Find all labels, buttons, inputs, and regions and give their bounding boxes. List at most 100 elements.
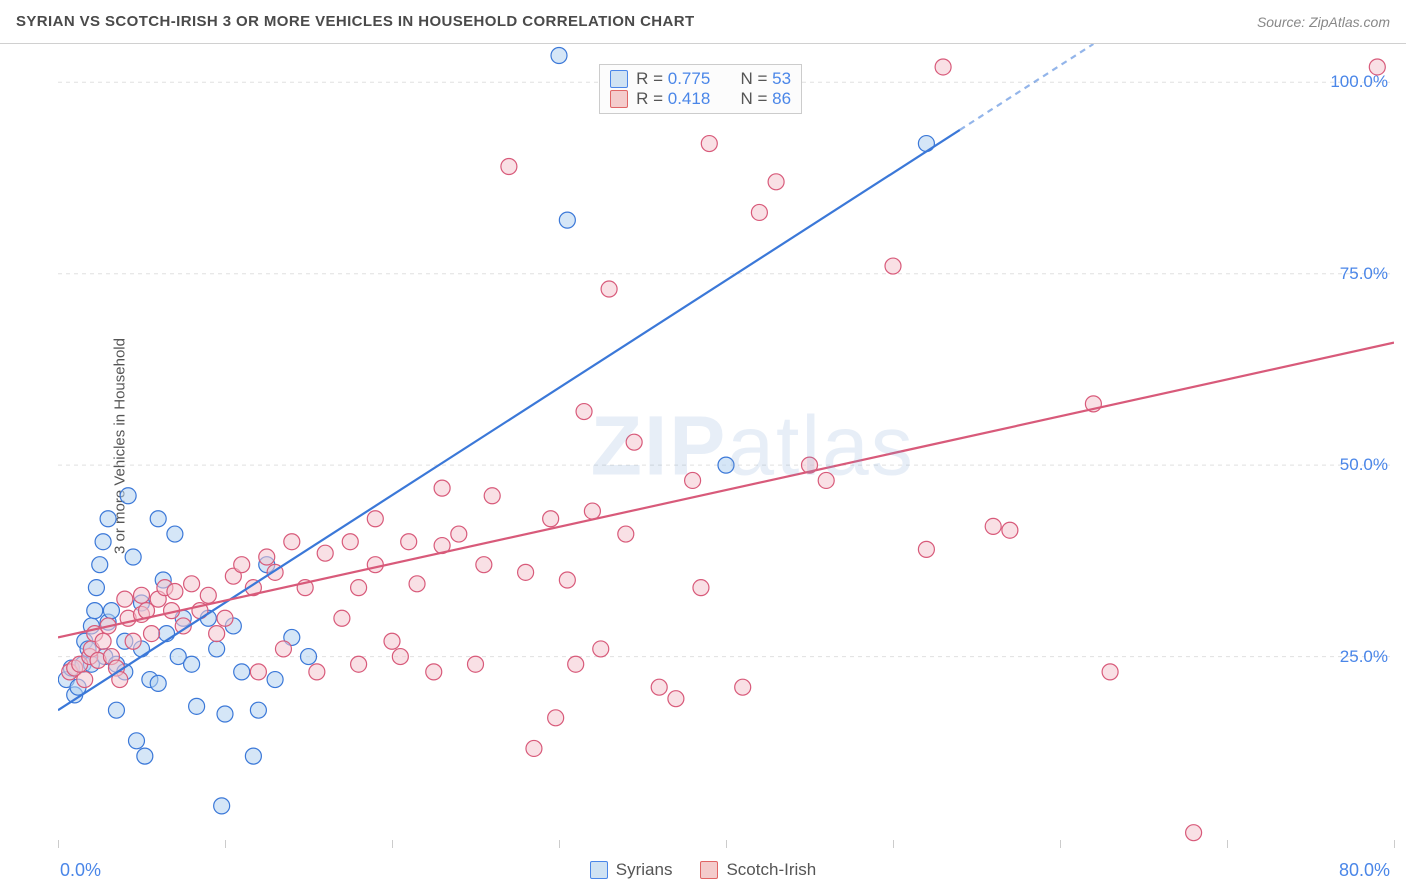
scatter-chart xyxy=(58,44,1394,848)
x-tick xyxy=(1227,840,1228,848)
scotch-point xyxy=(593,641,609,657)
scotch-point xyxy=(401,534,417,550)
syrians-point xyxy=(108,702,124,718)
syrians-point xyxy=(95,534,111,550)
legend-swatch xyxy=(590,861,608,879)
syrians-point xyxy=(150,511,166,527)
scotch-point xyxy=(601,281,617,297)
scotch-point xyxy=(334,610,350,626)
scotch-point xyxy=(526,740,542,756)
scotch-point xyxy=(184,576,200,592)
syrians-point xyxy=(245,748,261,764)
scotch-point xyxy=(117,591,133,607)
scotch-point xyxy=(217,610,233,626)
scotch-point xyxy=(1102,664,1118,680)
y-tick-label: 25.0% xyxy=(1340,647,1388,667)
syrians-point xyxy=(125,549,141,565)
scotch-point xyxy=(250,664,266,680)
y-tick-label: 50.0% xyxy=(1340,455,1388,475)
scotch-point xyxy=(275,641,291,657)
x-tick xyxy=(392,840,393,848)
syrians-point xyxy=(718,457,734,473)
legend-label: Syrians xyxy=(616,860,673,880)
x-axis-min-label: 0.0% xyxy=(60,860,101,881)
scotch-point xyxy=(351,656,367,672)
chart-title: SYRIAN VS SCOTCH-IRISH 3 OR MORE VEHICLE… xyxy=(16,13,695,30)
scotch-point xyxy=(284,534,300,550)
syrians-point xyxy=(559,212,575,228)
r-label: R = 0.418 xyxy=(636,89,710,109)
scotch-point xyxy=(209,626,225,642)
syrians-point xyxy=(214,798,230,814)
corr-legend-row-scotch: R = 0.418 N = 86 xyxy=(610,89,791,109)
scotch-point xyxy=(568,656,584,672)
scotch-point xyxy=(317,545,333,561)
scotch-point xyxy=(626,434,642,450)
x-tick xyxy=(1394,840,1395,848)
syrians-point xyxy=(167,526,183,542)
syrians-point xyxy=(209,641,225,657)
scotch-point xyxy=(384,633,400,649)
scotch-point xyxy=(935,59,951,75)
n-label: N = 53 xyxy=(740,69,791,89)
legend-swatch xyxy=(610,70,628,88)
scotch-point xyxy=(351,580,367,596)
scotch-point xyxy=(367,511,383,527)
syrians-point xyxy=(103,603,119,619)
plot-area: ZIPatlas R = 0.775 N = 53R = 0.418 N = 8… xyxy=(58,44,1394,848)
chart-header: SYRIAN VS SCOTCH-IRISH 3 OR MORE VEHICLE… xyxy=(0,0,1406,44)
syrians-point xyxy=(551,47,567,63)
scotch-point xyxy=(548,710,564,726)
correlation-legend-box: R = 0.775 N = 53R = 0.418 N = 86 xyxy=(599,64,802,114)
scotch-point xyxy=(125,633,141,649)
scotch-point xyxy=(259,549,275,565)
legend-item-syrians: Syrians xyxy=(590,860,673,880)
scotch-point xyxy=(1002,522,1018,538)
scotch-point xyxy=(342,534,358,550)
scotch-point xyxy=(309,664,325,680)
scotch-point xyxy=(735,679,751,695)
scotch-point xyxy=(501,159,517,175)
r-label: R = 0.775 xyxy=(636,69,710,89)
scotch-point xyxy=(484,488,500,504)
scotch-point xyxy=(584,503,600,519)
scotch-point xyxy=(476,557,492,573)
x-tick xyxy=(726,840,727,848)
scotch-point xyxy=(818,472,834,488)
scotch-point xyxy=(559,572,575,588)
scotch-point xyxy=(693,580,709,596)
scotch-point xyxy=(95,633,111,649)
corr-legend-row-syrians: R = 0.775 N = 53 xyxy=(610,69,791,89)
legend-swatch xyxy=(700,861,718,879)
n-label: N = 86 xyxy=(740,89,791,109)
syrians-point xyxy=(88,580,104,596)
scotch-point xyxy=(134,587,150,603)
scotch-point xyxy=(518,564,534,580)
scotch-point xyxy=(1186,825,1202,841)
scotch-point xyxy=(426,664,442,680)
x-tick xyxy=(58,840,59,848)
scotch-point xyxy=(685,472,701,488)
scotch-point xyxy=(167,583,183,599)
x-tick xyxy=(1060,840,1061,848)
scotch-point xyxy=(144,626,160,642)
syrians-point xyxy=(301,649,317,665)
syrians-point xyxy=(92,557,108,573)
x-tick xyxy=(225,840,226,848)
scotch-point xyxy=(618,526,634,542)
series-legend: SyriansScotch-Irish xyxy=(590,860,816,880)
scotch-point xyxy=(751,204,767,220)
scotch-point xyxy=(543,511,559,527)
scotch-point xyxy=(451,526,467,542)
syrians-point xyxy=(137,748,153,764)
syrians-point xyxy=(100,511,116,527)
syrians-point xyxy=(150,675,166,691)
y-tick-label: 100.0% xyxy=(1330,72,1388,92)
scotch-point xyxy=(668,691,684,707)
scotch-point xyxy=(651,679,667,695)
x-axis-max-label: 80.0% xyxy=(1339,860,1390,881)
syrians-point xyxy=(189,698,205,714)
scotch-point xyxy=(409,576,425,592)
chart-footer: 0.0% SyriansScotch-Irish 80.0% xyxy=(0,848,1406,892)
scotch-point xyxy=(468,656,484,672)
